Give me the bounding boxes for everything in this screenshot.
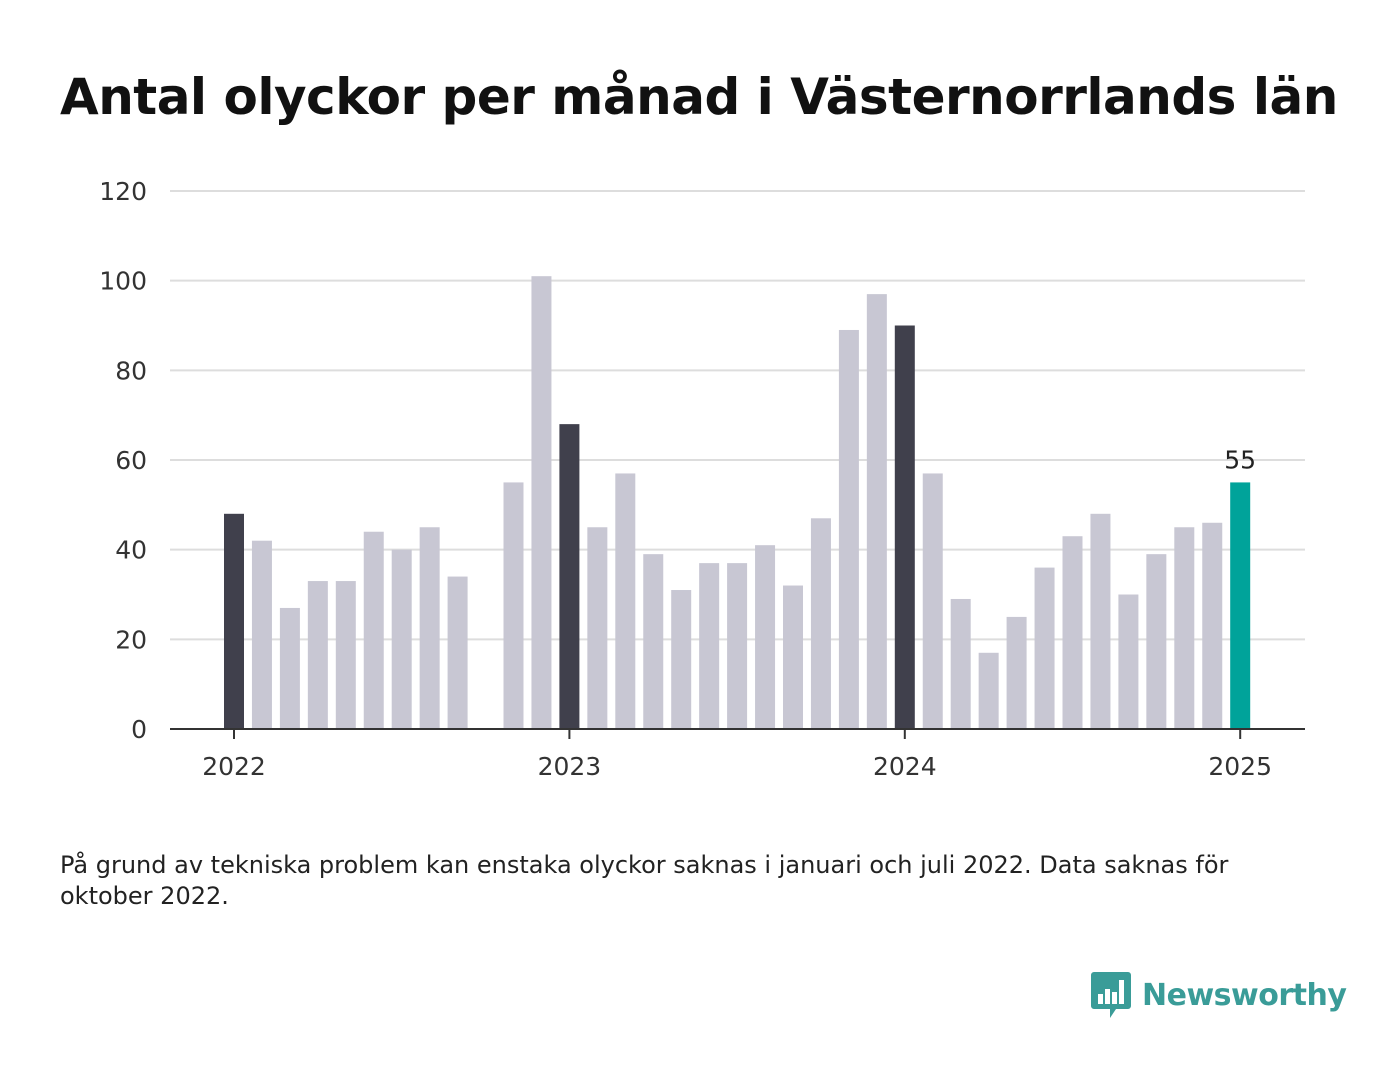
x-tick-label: 2025	[1208, 752, 1272, 781]
bar-2023-04	[643, 554, 664, 729]
chart-title: Antal olyckor per månad i Västernorrland…	[60, 68, 1338, 126]
value-label: 55	[1224, 445, 1256, 474]
bar-2023-01	[559, 424, 580, 729]
bar-chart: 0 20 40 60 80 100 120 55 2022 2023 2024 2025	[99, 177, 1305, 781]
bar-2022-06	[363, 531, 384, 729]
y-tick-label: 40	[115, 536, 147, 565]
x-tick-label: 2022	[202, 752, 266, 781]
chart-note: På grund av tekniska problem kan enstaka…	[60, 851, 1229, 910]
bar-2022-12	[531, 276, 552, 729]
x-tick-label: 2023	[538, 752, 602, 781]
bar-2024-03	[950, 598, 971, 729]
x-tick-label: 2024	[873, 752, 937, 781]
bar-2024-01	[894, 325, 915, 729]
bar-2022-05	[335, 581, 356, 729]
bars	[224, 276, 1251, 729]
bar-2024-12	[1202, 522, 1223, 729]
x-axis: 2022 2023 2024 2025	[170, 728, 1305, 781]
y-tick-label: 100	[99, 267, 147, 296]
bar-2022-11	[503, 482, 524, 729]
bar-2024-05	[1006, 616, 1027, 729]
bar-2024-07	[1062, 536, 1083, 729]
value-labels: 55	[1224, 445, 1256, 474]
y-axis: 0 20 40 60 80 100 120	[99, 177, 147, 744]
bar-2023-08	[755, 545, 776, 729]
y-tick-label: 120	[99, 177, 147, 206]
bar-2022-01	[224, 513, 244, 729]
bar-2023-11	[838, 329, 859, 729]
y-tick-label: 80	[115, 356, 147, 385]
bar-2025-01	[1230, 482, 1251, 729]
bar-2023-10	[810, 518, 831, 729]
bar-2022-04	[307, 581, 328, 729]
bar-2022-02	[251, 540, 272, 729]
bar-2024-11	[1174, 527, 1195, 729]
bar-2023-02	[587, 527, 608, 729]
bar-2024-06	[1034, 567, 1055, 729]
bar-2024-02	[922, 473, 943, 729]
bar-2024-09	[1118, 594, 1139, 729]
bar-2023-07	[727, 563, 748, 729]
bar-2023-09	[783, 585, 803, 729]
bar-2024-04	[978, 652, 999, 729]
bar-2023-06	[699, 563, 720, 729]
gridlines	[170, 190, 1305, 641]
y-tick-label: 20	[115, 625, 147, 654]
bar-2024-10	[1146, 554, 1167, 729]
bar-2022-07	[391, 549, 412, 729]
y-tick-label: 60	[115, 446, 147, 475]
bar-2024-08	[1090, 513, 1111, 729]
bar-2022-08	[419, 527, 440, 729]
bar-2023-03	[615, 473, 636, 729]
bar-chart-logo-icon	[1091, 972, 1131, 1018]
bar-2023-05	[671, 590, 692, 729]
bar-2023-12	[866, 294, 887, 729]
brand-name: Newsworthy	[1142, 977, 1347, 1013]
y-tick-label: 0	[131, 715, 147, 744]
bar-2022-03	[279, 607, 300, 729]
brand-logo: Newsworthy	[1090, 970, 1347, 1020]
bar-2022-09	[447, 576, 468, 729]
